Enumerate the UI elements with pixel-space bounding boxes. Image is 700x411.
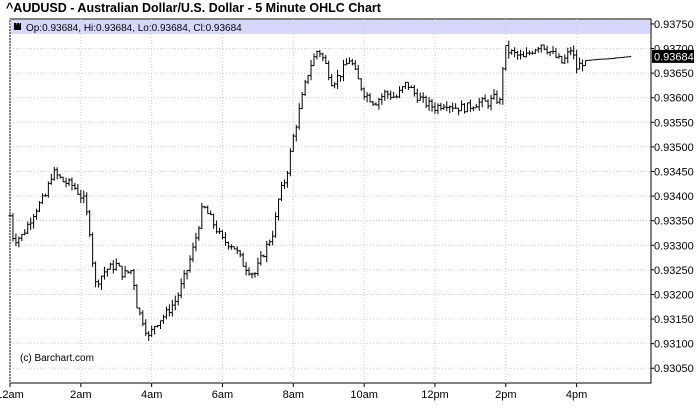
x-tick-label: 4pm (566, 389, 587, 401)
x-axis: 12am 2am 4am 6am 8am 10am 12pm 2pm 4pm (0, 383, 587, 401)
x-tick-label: 2am (70, 389, 91, 401)
price-bars (8, 40, 632, 341)
x-tick-label: 6am (212, 389, 233, 401)
y-tick-label: 0.93250 (654, 265, 694, 277)
y-tick-label: 0.93050 (654, 363, 694, 375)
y-tick-label: 0.93450 (654, 166, 694, 178)
info-bar-text: Op:0.93684, Hi:0.93684, Lo:0.93684, Cl:0… (26, 23, 242, 34)
y-tick-label: 0.93500 (654, 142, 694, 154)
plot-background (9, 18, 652, 384)
y-tick-label: 0.93350 (654, 216, 694, 228)
credit-text: (c) Barchart.com (20, 353, 94, 364)
chart-title: ^AUDUSD - Australian Dollar/U.S. Dollar … (6, 1, 381, 15)
y-tick-label: 0.93100 (654, 339, 694, 351)
x-tick-label: 10am (350, 389, 378, 401)
y-tick-label: 0.93200 (654, 289, 694, 301)
y-tick-label: 0.93650 (654, 68, 694, 80)
y-tick-label: 0.93750 (654, 19, 694, 31)
x-tick-label: 8am (283, 389, 304, 401)
y-tick-label: 0.93600 (654, 93, 694, 105)
y-tick-label: 0.93550 (654, 117, 694, 129)
y-tick-label: 0.93300 (654, 240, 694, 252)
x-tick-label: 12am (0, 389, 24, 401)
y-tick-label: 0.93150 (654, 314, 694, 326)
y-tick-label: 0.93400 (654, 191, 694, 203)
x-tick-label: 12pm (421, 389, 449, 401)
x-tick-label: 2pm (495, 389, 516, 401)
info-bar-marker (14, 23, 21, 30)
y-axis: 0.937500.937000.936500.936000.935500.935… (651, 19, 694, 375)
x-tick-label: 4am (141, 389, 162, 401)
last-price-label: 0.93684 (654, 51, 694, 63)
last-price-box (652, 49, 694, 63)
